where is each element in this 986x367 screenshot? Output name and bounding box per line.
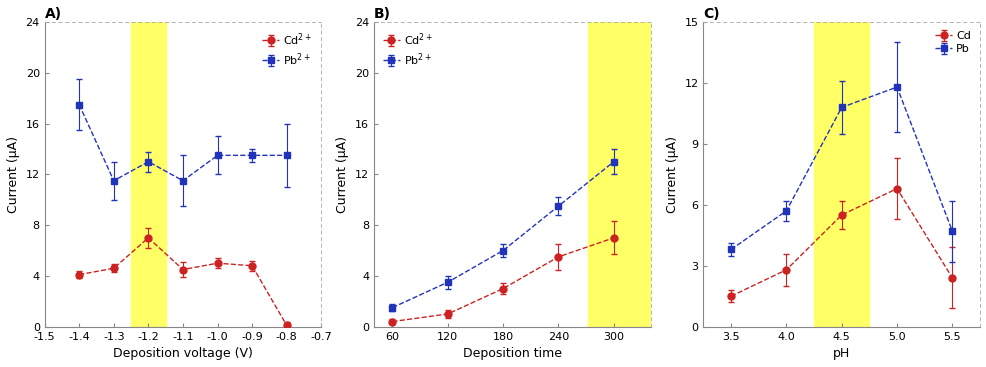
Text: C): C) xyxy=(703,7,719,21)
Y-axis label: Current (μA): Current (μA) xyxy=(7,136,20,213)
X-axis label: Deposition time: Deposition time xyxy=(462,347,561,360)
Legend: Cd$^{2+}$, Pb$^{2+}$: Cd$^{2+}$, Pb$^{2+}$ xyxy=(258,28,316,71)
Legend: Cd$^{2+}$, Pb$^{2+}$: Cd$^{2+}$, Pb$^{2+}$ xyxy=(380,28,436,71)
Y-axis label: Current (μA): Current (μA) xyxy=(666,136,678,213)
X-axis label: Deposition voltage (V): Deposition voltage (V) xyxy=(113,347,252,360)
X-axis label: pH: pH xyxy=(832,347,850,360)
Bar xyxy=(813,22,869,327)
Y-axis label: Current (μA): Current (μA) xyxy=(336,136,349,213)
Bar xyxy=(131,22,166,327)
Text: B): B) xyxy=(374,7,390,21)
Bar xyxy=(588,22,650,327)
Text: A): A) xyxy=(44,7,62,21)
Legend: Cd, Pb: Cd, Pb xyxy=(931,28,973,58)
